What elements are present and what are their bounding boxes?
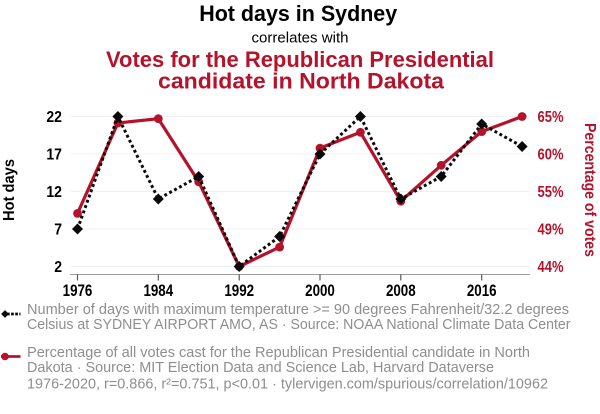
svg-text:55%: 55% — [538, 184, 564, 201]
svg-text:7: 7 — [54, 221, 62, 238]
svg-text:49%: 49% — [538, 221, 564, 238]
svg-text:1976-2020, r=0.866, r²=0.751,: 1976-2020, r=0.866, r²=0.751, p<0.01 · t… — [27, 377, 548, 393]
svg-text:candidate in North Dakota: candidate in North Dakota — [158, 69, 445, 94]
svg-text:Dakota · Source: MIT Election: Dakota · Source: MIT Election Data and S… — [27, 360, 494, 376]
svg-text:Percentage of all votes cast f: Percentage of all votes cast for the Rep… — [27, 345, 530, 361]
svg-text:60%: 60% — [538, 146, 564, 163]
svg-text:44%: 44% — [538, 259, 564, 276]
svg-text:2016: 2016 — [467, 282, 497, 300]
svg-text:17: 17 — [46, 146, 62, 163]
svg-text:1984: 1984 — [143, 282, 173, 300]
svg-text:2008: 2008 — [386, 282, 416, 300]
svg-text:Percentage of votes: Percentage of votes — [581, 123, 598, 257]
svg-text:Number of days with maximum te: Number of days with maximum temperature … — [27, 302, 569, 318]
svg-text:22: 22 — [46, 109, 62, 126]
svg-text:correlates with: correlates with — [252, 30, 349, 46]
svg-text:Hot days: Hot days — [1, 159, 18, 221]
svg-text:Celsius at SYDNEY AIRPORT AMO,: Celsius at SYDNEY AIRPORT AMO, AS · Sour… — [27, 317, 571, 333]
svg-text:12: 12 — [46, 184, 62, 201]
svg-text:Votes for the Republican Presi: Votes for the Republican Presidential — [106, 47, 494, 72]
svg-text:1976: 1976 — [63, 282, 93, 300]
svg-text:2000: 2000 — [305, 282, 335, 300]
svg-text:2: 2 — [54, 259, 62, 276]
svg-text:65%: 65% — [538, 109, 564, 126]
svg-text:1992: 1992 — [224, 282, 254, 300]
svg-text:Hot days in Sydney: Hot days in Sydney — [199, 1, 398, 26]
